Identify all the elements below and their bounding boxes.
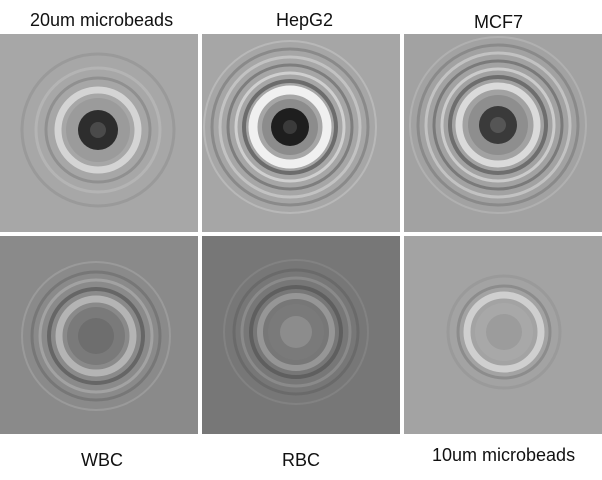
label-rbc: RBC	[282, 450, 321, 470]
label-mcf7: MCF7	[474, 12, 523, 32]
rbc-cell-hologram	[202, 236, 400, 434]
label-wbc: WBC	[81, 450, 123, 470]
microbead-10um-hologram	[404, 236, 602, 434]
label-10um-microbeads: 10um microbeads	[432, 445, 576, 465]
image-panel-mcf7	[404, 34, 602, 232]
hepg2-cell-hologram	[202, 34, 400, 232]
label-hepg2: HepG2	[276, 10, 334, 30]
image-panel-hepg2	[202, 34, 400, 232]
image-panel-10um-microbeads	[404, 236, 602, 434]
image-panel-wbc	[0, 236, 198, 434]
image-panel-20um-microbeads	[0, 34, 198, 232]
wbc-cell-hologram	[0, 236, 198, 434]
mcf7-cell-hologram	[404, 34, 602, 232]
microbead-20um-hologram	[0, 34, 198, 232]
label-20um-microbeads: 20um microbeads	[30, 10, 174, 30]
image-panel-rbc	[202, 236, 400, 434]
